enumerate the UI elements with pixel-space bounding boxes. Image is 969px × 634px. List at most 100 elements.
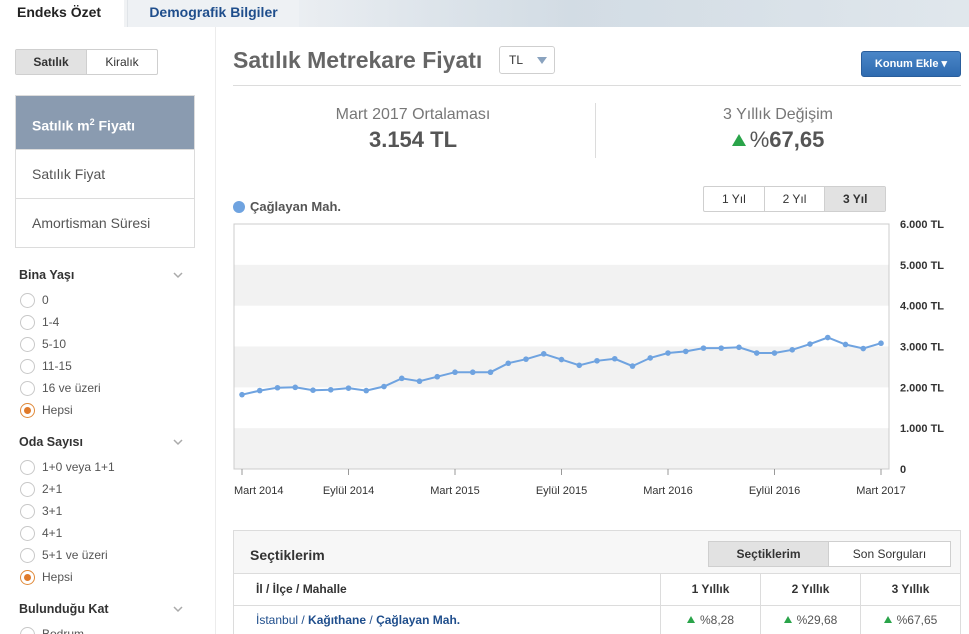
data-point <box>398 375 405 382</box>
data-point <box>807 341 813 347</box>
radio-button[interactable] <box>20 525 35 541</box>
x-tick-label: Eylül 2014 <box>323 485 374 497</box>
range-2-yil[interactable]: 2 Yıl <box>765 187 826 211</box>
header-location: İl / İlçe / Mahalle <box>234 574 661 605</box>
filter-option[interactable]: 5-10 <box>20 335 66 353</box>
radio-button[interactable] <box>20 503 35 519</box>
radio-button[interactable] <box>20 402 35 418</box>
data-point <box>611 355 618 362</box>
tab-sectiklerim[interactable]: Seçtiklerim <box>709 542 829 566</box>
filter-option[interactable]: 2+1 <box>20 480 62 498</box>
filter-option[interactable]: 1+0 veya 1+1 <box>20 458 115 476</box>
data-point <box>239 391 245 398</box>
data-point <box>665 350 671 356</box>
data-point <box>256 387 263 394</box>
radio-button[interactable] <box>20 569 35 585</box>
filter-option[interactable]: 5+1 ve üzeri <box>20 546 108 564</box>
average-stat: Mart 2017 Ortalaması 3.154 TL <box>233 106 593 153</box>
filter-option-label: 5+1 ve üzeri <box>42 548 108 562</box>
link-ilce[interactable]: Kağıthane <box>308 613 367 627</box>
radio-button[interactable] <box>20 314 35 330</box>
filter-option[interactable]: 4+1 <box>20 524 62 542</box>
filter-option-label: Bodrum <box>42 627 85 634</box>
tab-endeks-ozet[interactable]: Endeks Özet <box>0 0 124 27</box>
radio-button[interactable] <box>20 547 35 563</box>
radio-button[interactable] <box>20 459 35 475</box>
header-2-yillik: 2 Yıllık <box>761 574 861 605</box>
table-header: İl / İlçe / Mahalle 1 Yıllık 2 Yıllık 3 … <box>234 573 960 606</box>
radio-button[interactable] <box>20 380 35 396</box>
filter-title[interactable]: Bulunduğu Kat <box>19 602 109 616</box>
divider <box>233 85 961 86</box>
data-point <box>505 360 512 367</box>
value-1-yillik: %8,28 <box>661 606 761 634</box>
data-point <box>345 385 352 391</box>
link-mahalle[interactable]: Çağlayan Mah. <box>376 613 461 627</box>
value-3-yillik: %67,65 <box>861 606 960 634</box>
change-value: 67,65 <box>769 127 825 152</box>
link-il[interactable]: İstanbul <box>256 613 299 627</box>
filter-option[interactable]: 0 <box>20 291 49 309</box>
filter-option-label: 3+1 <box>42 504 63 518</box>
data-point <box>682 348 689 355</box>
tab-son-sorgulari[interactable]: Son Sorguları <box>852 547 927 561</box>
data-point <box>789 346 796 353</box>
filter-option[interactable]: 16 ve üzeri <box>20 379 101 397</box>
filter-option[interactable]: Hepsi <box>20 568 73 586</box>
sidebar: Satılık Kiralık Satılık m2 Fiyatı Satılı… <box>0 27 216 634</box>
up-arrow-icon <box>883 616 892 623</box>
add-location-button[interactable]: Konum Ekle ▾ <box>861 51 961 77</box>
y-tick-label: 2.000 TL <box>900 382 944 394</box>
x-tick-label: Mart 2016 <box>643 485 693 497</box>
filter-title[interactable]: Bina Yaşı <box>19 268 75 282</box>
filter-option[interactable]: 1-4 <box>20 313 59 331</box>
filter-option[interactable]: Bodrum <box>20 625 84 634</box>
radio-button[interactable] <box>20 358 35 374</box>
y-tick-label: 6.000 TL <box>900 219 944 231</box>
data-point <box>647 355 654 361</box>
menu-item-amortisman-suresi[interactable]: Amortisman Süresi <box>16 198 194 247</box>
filter-title[interactable]: Oda Sayısı <box>19 435 83 449</box>
menu-item-satilik-m2-fiyati[interactable]: Satılık m2 Fiyatı <box>16 96 194 149</box>
menu-item-label: Satılık m <box>32 117 90 134</box>
panel-tabs: Seçtiklerim Son Sorguları <box>708 541 951 567</box>
filter-option[interactable]: 3+1 <box>20 502 62 520</box>
separator: / <box>298 613 309 627</box>
average-label: Mart 2017 Ortalaması <box>335 106 491 123</box>
toggle-kiralik[interactable]: Kiralık <box>105 55 139 69</box>
header-banner-image <box>300 0 969 27</box>
filter-option[interactable]: 11-15 <box>20 357 72 375</box>
toggle-satilik[interactable]: Satılık <box>16 50 87 74</box>
filter-option-label: 2+1 <box>42 482 63 496</box>
add-location-label: Konum Ekle <box>874 58 939 70</box>
y-tick-label: 0 <box>900 464 906 476</box>
y-tick-label: 4.000 TL <box>900 301 944 313</box>
price-line-chart: 0 1.000 TL 2.000 TL 3.000 TL 4.000 TL 5.000 T… <box>233 219 944 497</box>
menu-item-satilik-fiyat[interactable]: Satılık Fiyat <box>16 149 194 198</box>
up-arrow-icon <box>686 616 695 623</box>
chevron-down-icon[interactable] <box>173 604 183 614</box>
value-text: %29,68 <box>796 613 838 627</box>
radio-button[interactable] <box>20 336 35 352</box>
change-prefix: % <box>749 127 770 152</box>
data-point <box>381 383 387 390</box>
data-point <box>718 345 725 351</box>
data-point <box>540 351 547 357</box>
header-1-yillik: 1 Yıllık <box>661 574 761 605</box>
filter-option[interactable]: Hepsi <box>20 401 73 419</box>
radio-button[interactable] <box>20 481 35 497</box>
radio-button[interactable] <box>20 626 35 634</box>
sale-rent-toggle: Satılık Kiralık <box>15 49 158 75</box>
location-cell: İstanbul / Kağıthane / Çağlayan Mah. <box>234 606 661 634</box>
filter-option-label: 4+1 <box>42 526 63 540</box>
filter-option-label: Hepsi <box>42 570 73 584</box>
radio-button[interactable] <box>20 292 35 308</box>
range-3-yil[interactable]: 3 Yıl <box>825 187 886 211</box>
chevron-down-icon[interactable] <box>173 437 183 447</box>
currency-select[interactable]: TL <box>499 46 555 74</box>
value-2-yillik: %29,68 <box>761 606 861 634</box>
chevron-down-icon[interactable] <box>173 270 183 280</box>
y-tick-label: 5.000 TL <box>900 260 944 272</box>
tab-demografik-bilgiler[interactable]: Demografik Bilgiler <box>127 0 299 27</box>
range-1-yil[interactable]: 1 Yıl <box>704 187 765 211</box>
